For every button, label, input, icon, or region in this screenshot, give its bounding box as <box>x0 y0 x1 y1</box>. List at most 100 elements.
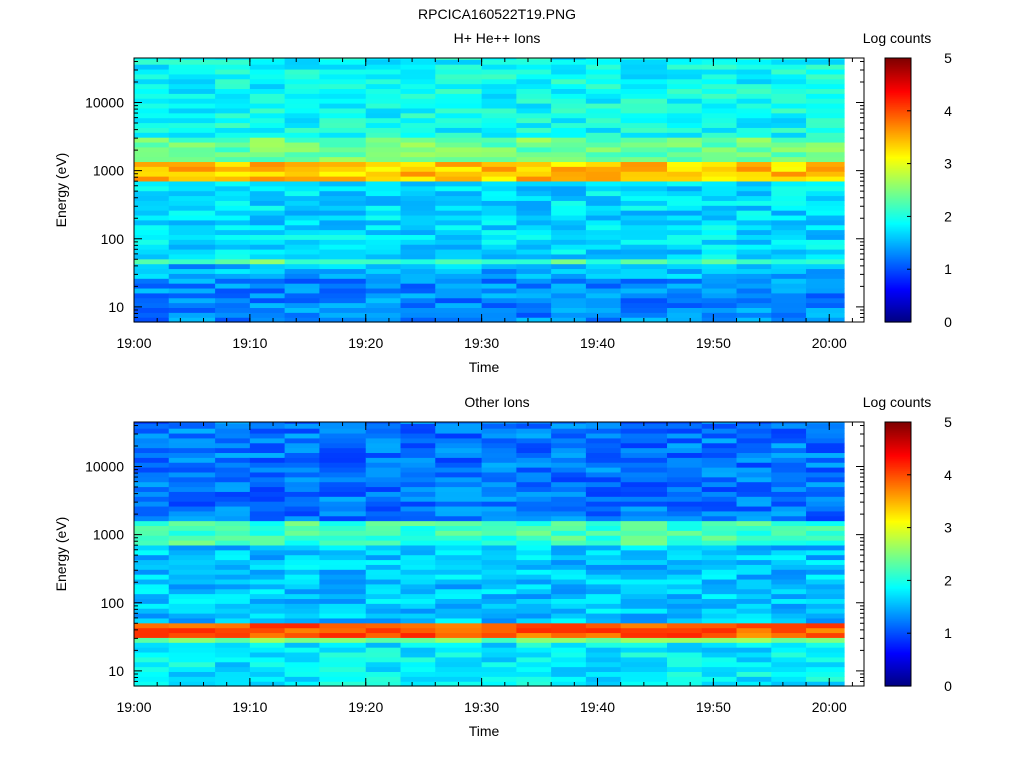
heatmap-cell <box>585 525 622 531</box>
heatmap-cell <box>667 127 703 133</box>
heatmap-cell <box>585 78 622 85</box>
heatmap-cell <box>400 613 436 619</box>
heatmap-cell <box>736 161 772 167</box>
heatmap-cell <box>551 253 587 260</box>
heatmap-cell <box>701 234 738 240</box>
heatmap-cell <box>806 64 845 70</box>
heatmap-cell <box>284 205 320 211</box>
heatmap-cell <box>551 59 587 65</box>
heatmap-cell <box>551 540 587 546</box>
heatmap-cell <box>284 613 320 619</box>
heatmap-cell <box>319 312 367 318</box>
heatmap-cell <box>284 608 320 614</box>
panel-title: H+ He++ Ions <box>454 30 541 46</box>
heatmap-cell <box>806 98 845 104</box>
heatmap-cell <box>435 583 483 590</box>
heatmap-cell <box>585 185 622 192</box>
heatmap-cell <box>585 471 622 478</box>
heatmap-cell <box>736 258 772 265</box>
heatmap-cell <box>400 525 436 531</box>
heatmap-cell <box>319 141 367 148</box>
colorbar-swatch <box>885 458 911 461</box>
heatmap-cell <box>585 505 622 512</box>
heatmap-cell <box>481 598 517 604</box>
heatmap-cell <box>701 651 738 658</box>
colorbar-swatch <box>885 450 911 453</box>
heatmap-cell <box>400 268 436 274</box>
heatmap-cell <box>249 205 286 211</box>
heatmap-cell <box>806 608 845 614</box>
heatmap-cell <box>516 161 552 167</box>
colorbar-swatch <box>885 456 911 459</box>
heatmap-cell <box>215 549 251 556</box>
heatmap-cell <box>168 452 216 458</box>
colorbar-swatch <box>885 60 911 63</box>
x-axis: 19:00 19:10 19:20 19:30 19:40 19:50 20:00 <box>116 58 853 351</box>
heatmap-cell <box>736 268 772 274</box>
heatmap-cell <box>620 437 668 444</box>
heatmap-cell <box>435 200 483 206</box>
heatmap-cell <box>585 292 622 299</box>
heatmap-cell <box>551 190 587 197</box>
colorbar-swatch <box>885 168 911 171</box>
heatmap-cell <box>435 481 483 488</box>
heatmap-cell <box>701 64 738 70</box>
heatmap-cell <box>215 647 251 653</box>
heatmap-cell <box>249 554 286 561</box>
heatmap-cell <box>400 156 436 163</box>
heatmap-cell <box>551 437 587 444</box>
heatmap-cell <box>771 622 807 629</box>
colorbar-swatch <box>885 158 911 161</box>
heatmap-cell <box>701 73 738 80</box>
heatmap-cell <box>284 491 320 497</box>
heatmap-cell <box>806 88 845 94</box>
heatmap-cell <box>400 166 436 172</box>
colorbar-tick-label: 2 <box>944 208 952 224</box>
heatmap-cell <box>215 244 251 250</box>
heatmap-cell <box>516 467 552 473</box>
heatmap-cell <box>551 603 587 609</box>
heatmap-cell <box>701 447 738 454</box>
heatmap-cell <box>736 564 772 570</box>
heatmap-cell <box>400 656 436 663</box>
heatmap-cell <box>620 224 668 231</box>
heatmap-cell <box>319 661 367 668</box>
heatmap-cell <box>516 287 552 294</box>
heatmap-cell <box>620 501 668 507</box>
heatmap-cell <box>400 307 436 313</box>
heatmap-cell <box>585 117 622 124</box>
heatmap-cell <box>620 132 668 138</box>
heatmap-cell <box>585 83 622 90</box>
heatmap-cell <box>516 530 552 536</box>
heatmap-cell <box>771 224 807 231</box>
heatmap-cell <box>400 180 436 187</box>
colorbar-swatch <box>885 502 911 505</box>
heatmap-cell <box>134 78 170 85</box>
heatmap-cell <box>400 530 436 536</box>
heatmap-cell <box>481 666 517 672</box>
heatmap-cell <box>620 200 668 206</box>
colorbar-swatch <box>885 172 911 175</box>
heatmap-cell <box>806 676 845 682</box>
heatmap-cell <box>516 647 552 653</box>
heatmap-cell <box>168 224 216 231</box>
heatmap-cell <box>701 428 738 434</box>
heatmap-cell <box>551 452 587 458</box>
heatmap-cell <box>481 73 517 80</box>
colorbar-swatch <box>885 250 911 253</box>
heatmap-cell <box>435 564 483 570</box>
heatmap-cell <box>736 423 772 429</box>
heatmap-cell <box>400 234 436 240</box>
colorbar-swatch <box>885 306 911 309</box>
heatmap-cell <box>284 603 320 609</box>
heatmap-cell <box>736 122 772 128</box>
heatmap-cell <box>516 249 552 255</box>
heatmap-cell <box>481 583 517 590</box>
heatmap-cell <box>435 656 483 663</box>
heatmap-cell <box>319 647 367 653</box>
heatmap-cell <box>249 302 286 308</box>
heatmap-cell <box>585 103 622 109</box>
heatmap-cell <box>771 200 807 206</box>
heatmap-cell <box>215 505 251 512</box>
heatmap-cell <box>168 93 216 99</box>
